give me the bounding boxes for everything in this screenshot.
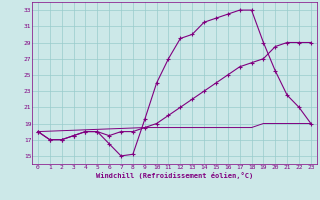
X-axis label: Windchill (Refroidissement éolien,°C): Windchill (Refroidissement éolien,°C) xyxy=(96,172,253,179)
